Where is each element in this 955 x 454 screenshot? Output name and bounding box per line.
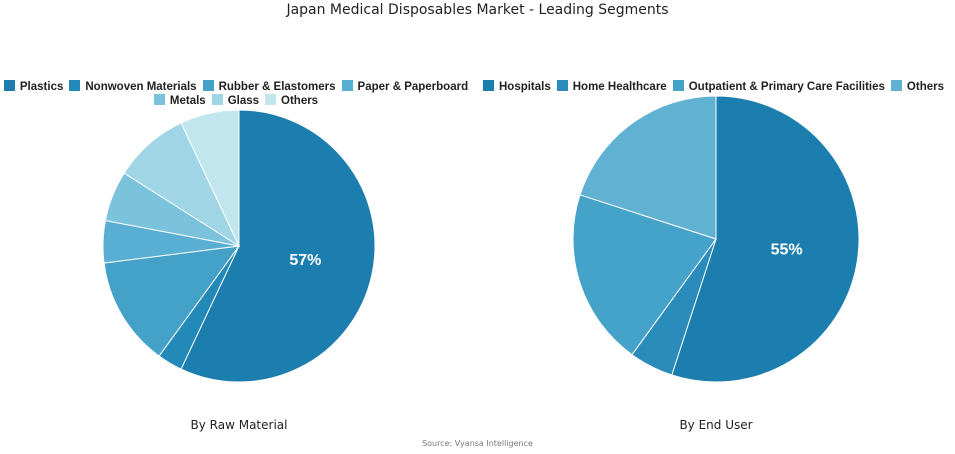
legend-swatch — [3, 80, 15, 91]
pie-slice — [671, 95, 860, 383]
pie-slice — [180, 109, 376, 383]
pie-raw-material: 57% — [102, 109, 376, 383]
legend-label: Nonwoven Materials — [85, 81, 197, 93]
legend-swatch — [211, 94, 223, 105]
legend-swatch — [890, 80, 902, 91]
legend-end-user: Hospitals Home Healthcare Outpatient & Pri… — [478, 80, 955, 94]
legend-label: Glass — [227, 95, 260, 107]
chart-title: Japan Medical Disposables Market - Leadi… — [286, 2, 669, 18]
legend-swatch — [556, 80, 568, 91]
caption-end-user: By End User — [679, 418, 753, 432]
legend-swatch — [672, 80, 684, 91]
pie-slice — [180, 109, 240, 247]
legend-swatch — [153, 94, 165, 105]
legend-swatch — [69, 80, 81, 91]
legend-label: Home Healthcare — [572, 81, 667, 93]
caption-raw-material: By Raw Material — [190, 418, 288, 432]
legend-swatch — [482, 80, 494, 91]
legend-label: Rubber & Elastomers — [218, 81, 336, 93]
legend-item: Nonwoven Materials — [69, 80, 197, 94]
legend-item: Home Healthcare — [556, 80, 667, 94]
legend-label: Others — [281, 95, 319, 107]
pie-slice — [579, 95, 717, 240]
legend-label: Paper & Paperboard — [357, 81, 469, 93]
legend-label: Hospitals — [498, 81, 551, 93]
legend-item: Glass — [211, 94, 260, 108]
pie-slice — [103, 245, 241, 357]
pie-slice — [572, 194, 717, 356]
legend-swatch — [265, 94, 277, 105]
legend-item: Hospitals — [482, 80, 551, 94]
slice-data-label: 55% — [771, 241, 803, 258]
source-note: Source: Vyansa Intelligence — [422, 439, 533, 448]
legend-item: Plastics — [3, 80, 64, 94]
legend-label: Others — [906, 81, 944, 93]
legend-item: Outpatient & Primary Care Facilities — [672, 80, 885, 94]
legend-label: Plastics — [19, 81, 64, 93]
legend-item: Paper & Paperboard — [341, 80, 469, 94]
legend-label: Metals — [169, 95, 206, 107]
legend-item: Rubber & Elastomers — [202, 80, 336, 94]
legend-swatch — [202, 80, 214, 91]
legend-label: Outpatient & Primary Care Facilities — [688, 81, 885, 93]
legend-item: Others — [265, 94, 318, 108]
slice-data-label: 57% — [289, 252, 321, 269]
legend-swatch — [341, 80, 353, 91]
legend-item: Others — [890, 80, 944, 94]
legend-raw-material: Plastics Nonwoven Materials Rubber & Elast… — [0, 80, 478, 108]
legend-item: Metals — [153, 94, 206, 108]
pie-end-user: 55% — [572, 95, 860, 383]
